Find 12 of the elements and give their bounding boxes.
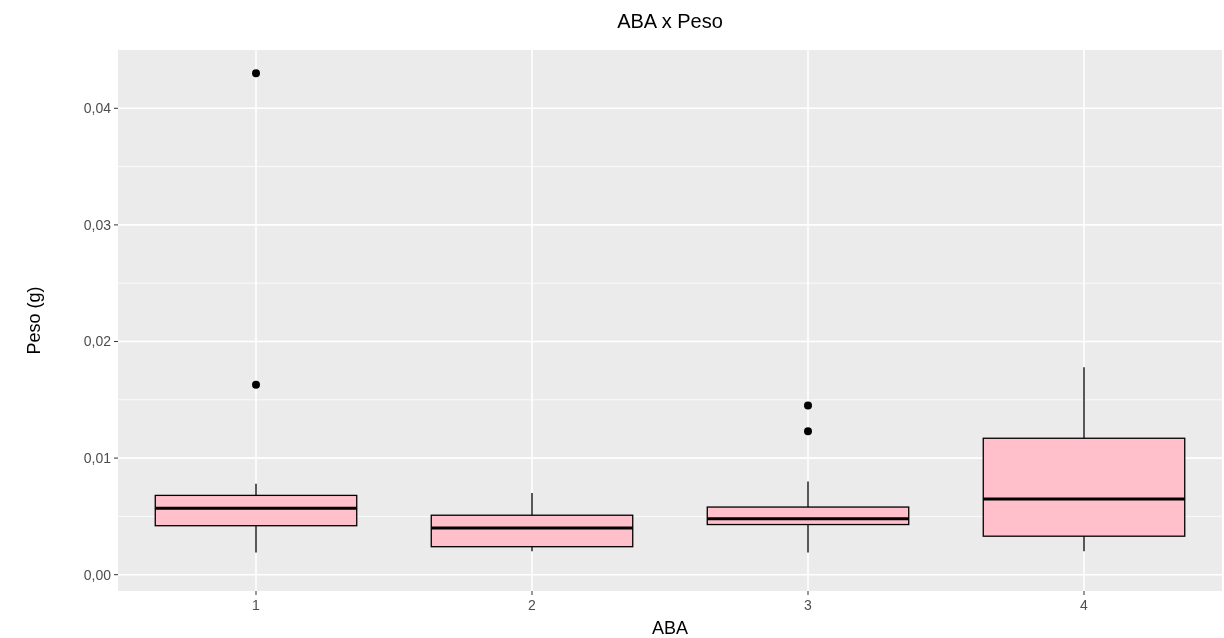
chart-title: ABA x Peso xyxy=(617,10,723,32)
x-axis-title: ABA xyxy=(651,618,689,638)
y-tick-label: 0,01 xyxy=(83,449,112,466)
x-tick-label: 2 xyxy=(528,597,537,613)
y-axis-title: Peso (g) xyxy=(24,286,44,355)
y-tick-label: 0,03 xyxy=(83,216,112,233)
x-tick-label: 1 xyxy=(252,597,261,613)
x-tick-label: 4 xyxy=(1080,597,1089,613)
y-tick-label: 0,00 xyxy=(83,566,112,583)
x-tick-label: 3 xyxy=(804,597,813,613)
y-tick-label: 0,04 xyxy=(83,100,112,117)
y-tick-label: 0,02 xyxy=(83,333,112,350)
